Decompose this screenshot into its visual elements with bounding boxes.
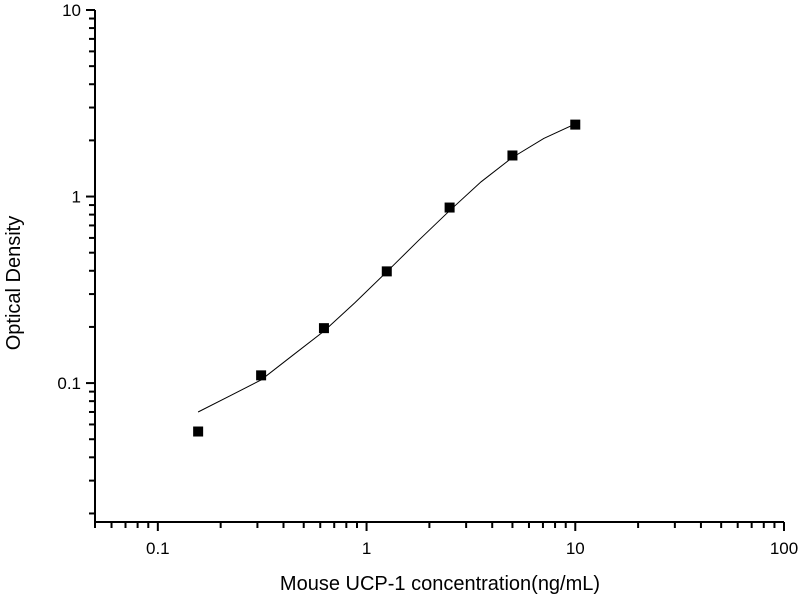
y-tick-label: 1 [72, 188, 81, 207]
y-tick-label: 0.1 [57, 374, 81, 393]
x-tick-label: 100 [770, 539, 798, 558]
x-axis-title: Mouse UCP-1 concentration(ng/mL) [280, 573, 600, 595]
x-tick-label: 0.1 [146, 539, 170, 558]
x-tick-label: 1 [362, 539, 371, 558]
tick-labels: 0.1 1 10 100 0.1 1 10 [57, 1, 798, 558]
y-axis-title: Optical Density [3, 216, 25, 351]
data-point [193, 426, 204, 437]
data-point [570, 119, 581, 130]
y-tick-label: 10 [62, 1, 81, 20]
data-point [507, 150, 518, 161]
data-point [381, 266, 392, 277]
axes [86, 9, 785, 531]
marks [193, 119, 581, 437]
x-tick-label: 10 [566, 539, 585, 558]
data-point [318, 323, 329, 334]
data-point [256, 370, 267, 381]
data-point [444, 202, 455, 213]
